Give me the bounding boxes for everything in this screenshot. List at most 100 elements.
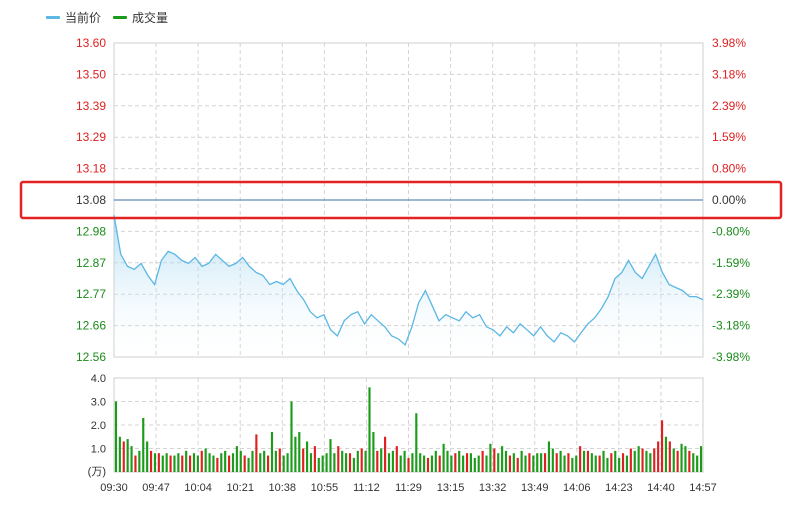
volume-bar: [426, 457, 430, 472]
pct-tick-label: -1.59%: [712, 256, 750, 270]
axis-labels: 13.60 3.98% 13.50 3.18% 13.39 2.39% 13.29 1.59%…: [76, 36, 750, 494]
volume-tick-label: 3.0: [91, 397, 106, 409]
volume-bar: [255, 434, 258, 472]
time-tick-label: 13:15: [437, 482, 465, 494]
price-area: [114, 215, 703, 357]
volume-bar: [212, 455, 215, 472]
volume-bar: [586, 450, 590, 472]
price-tick-label: 12.87: [76, 256, 106, 270]
volume-bar: [306, 441, 309, 472]
price-tick-label: 13.60: [76, 36, 106, 50]
pct-tick-label: -2.39%: [712, 287, 750, 301]
volume-bar: [290, 401, 293, 472]
volume-bar: [462, 455, 465, 472]
volume-bar: [524, 455, 527, 472]
volume-bar: [450, 455, 453, 472]
legend-item-volume[interactable]: 成交量: [113, 9, 168, 26]
price-line-path: [113, 214, 704, 347]
time-tick-label: 09:30: [100, 482, 128, 494]
volume-bar: [345, 453, 348, 472]
volume-bar: [563, 455, 566, 472]
volume-bar: [333, 453, 336, 472]
legend-swatch-price: [46, 15, 60, 19]
time-tick-label: 14:40: [647, 482, 675, 494]
volume-bar: [114, 401, 118, 472]
legend-label-volume: 成交量: [132, 10, 169, 25]
volume-bar: [173, 455, 176, 472]
legend: 当前价 成交量: [46, 9, 180, 25]
volume-bar: [696, 455, 699, 472]
volume-bar: [625, 455, 629, 472]
grid: [113, 42, 704, 473]
volume-bar: [520, 450, 523, 472]
volume-bar: [122, 441, 125, 472]
volume-bar: [356, 450, 359, 472]
volume-bar: [660, 420, 664, 472]
volume-bar: [220, 453, 223, 472]
volume-bar: [321, 455, 324, 472]
volume-bar: [259, 453, 262, 472]
volume-bar: [602, 450, 605, 472]
volume-bar: [653, 448, 656, 472]
legend-swatch-volume: [113, 15, 128, 19]
volume-bar: [547, 441, 550, 472]
volume-bar: [235, 446, 238, 472]
volume-bar: [579, 446, 582, 472]
volume-bar: [516, 457, 519, 472]
volume-bar: [294, 436, 297, 472]
volume-tick-label: 4.0: [91, 373, 106, 385]
volume-bars: [114, 387, 703, 472]
time-tick-label: 09:47: [142, 482, 170, 494]
volume-bar: [161, 455, 164, 472]
legend-item-price[interactable]: 当前价: [46, 9, 101, 26]
volume-bar: [239, 450, 242, 472]
volume-bar: [672, 448, 675, 472]
volume-bar: [567, 453, 570, 472]
volume-bar: [473, 457, 476, 472]
pct-tick-label: -0.80%: [712, 224, 750, 238]
volume-bar: [200, 450, 203, 472]
volume-bar: [668, 441, 671, 472]
volume-bar: [684, 446, 687, 472]
volume-bar: [118, 436, 121, 472]
volume-bar: [407, 457, 410, 472]
time-tick-label: 14:06: [563, 482, 591, 494]
volume-bar: [692, 453, 695, 472]
time-tick-label: 14:57: [689, 482, 717, 494]
volume-bar: [185, 450, 188, 472]
volume-bar: [391, 450, 394, 472]
volume-bar: [251, 450, 254, 472]
volume-bar: [477, 455, 480, 472]
volume-bar: [610, 453, 613, 472]
volume-bar: [341, 450, 344, 472]
volume-bar: [430, 455, 433, 472]
volume-bar: [489, 443, 492, 472]
volume-bar: [149, 450, 153, 472]
volume-bar: [442, 443, 445, 472]
time-tick-label: 10:38: [269, 482, 297, 494]
volume-bar: [493, 448, 496, 472]
volume-bar: [157, 453, 160, 472]
volume-bar: [169, 455, 172, 472]
pct-tick-label: 3.98%: [712, 36, 746, 50]
price-line: [113, 214, 704, 347]
volume-bar: [165, 453, 168, 472]
volume-bar: [134, 455, 137, 472]
volume-bar: [606, 457, 609, 472]
volume-bar: [551, 448, 554, 472]
price-tick-label: 13.08: [76, 193, 106, 207]
time-tick-label: 10:55: [311, 482, 339, 494]
volume-bar: [274, 450, 277, 472]
volume-tick-label: 2.0: [91, 420, 106, 432]
volume-bar: [438, 455, 441, 472]
volume-bar: [528, 453, 531, 472]
volume-bar: [481, 450, 484, 472]
volume-bar: [360, 448, 363, 472]
volume-bar: [415, 413, 418, 472]
pct-tick-label: -3.98%: [712, 350, 750, 364]
volume-unit-label: (万): [88, 466, 106, 478]
volume-bar: [231, 453, 235, 472]
volume-bar: [621, 453, 625, 472]
legend-label-price: 当前价: [65, 10, 102, 25]
volume-bar: [204, 448, 207, 472]
